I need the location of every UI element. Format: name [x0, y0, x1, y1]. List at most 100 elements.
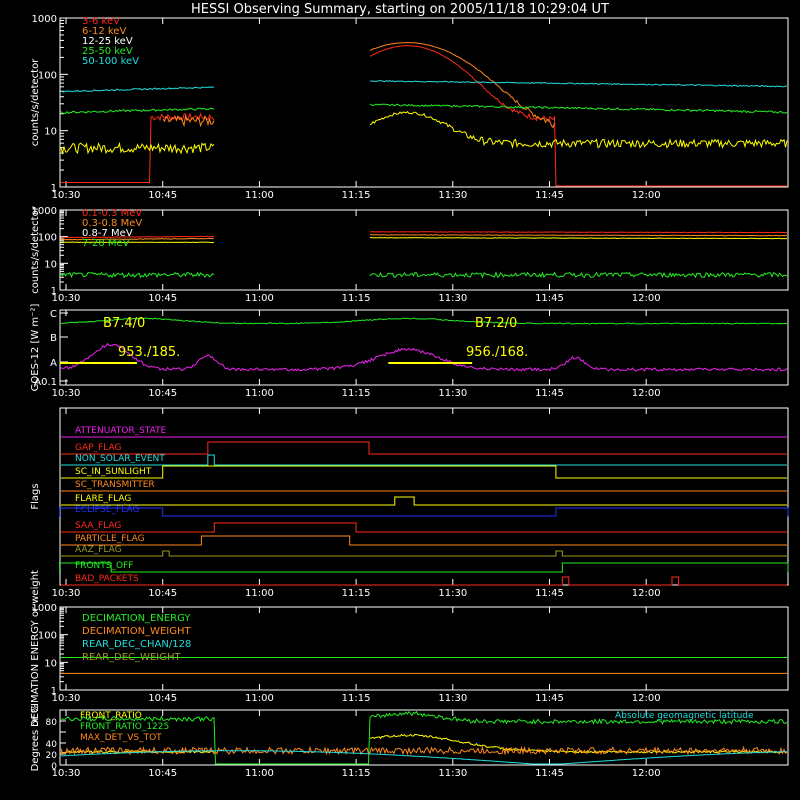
goes-annotation-3: 953./185. — [118, 345, 180, 360]
flag-label-7: SAA_FLAG — [75, 521, 121, 531]
flag-line-6 — [59, 507, 789, 517]
ratios-ytick-label: 80 — [46, 718, 58, 728]
panel1-xtick-label: 11:45 — [535, 190, 564, 201]
panel3-ytick-label: C — [50, 309, 57, 320]
ratios-xtick-label: 10:30 — [52, 768, 81, 779]
series-max-det-vs-tot — [60, 745, 788, 756]
flag-label-11: BAD_PACKETS — [75, 574, 139, 584]
ratios-legend-0: FRONT_RATIO — [80, 711, 142, 721]
goes-annotation-4: 956./168. — [466, 345, 528, 360]
series-goes-long — [60, 317, 788, 325]
ratios-legend-1: FRONT_RATIO_1225 — [80, 722, 169, 732]
series-3-6keV — [61, 45, 787, 187]
goes-annotation-1: B7.4/0 — [103, 316, 145, 331]
decimation-ytick-label: 1 — [51, 686, 57, 697]
panel2-xtick-label: 11:30 — [438, 293, 467, 304]
panel1-ylabel: counts/s/detector — [30, 58, 41, 146]
decimation-frame — [59, 606, 789, 691]
panel2-xtick-label: 10:30 — [52, 293, 81, 304]
series-12-25keV — [60, 111, 788, 155]
flag-line-9 — [61, 550, 787, 557]
series-6-12keV — [162, 42, 555, 129]
panel2-xtick-label: 11:00 — [245, 293, 274, 304]
ratios-xtick-label: 11:45 — [535, 768, 564, 779]
flag-line-10 — [59, 562, 789, 573]
decimation-legend-0: DECIMATION_ENERGY — [82, 613, 191, 624]
flag-line-11 — [61, 576, 787, 586]
decimation-ytick-label: 10 — [44, 658, 57, 669]
flag-label-8: PARTICLE_FLAG — [75, 534, 145, 544]
decimation-legend-1: DECIMATION_WEIGHT — [82, 626, 191, 637]
panel-flags: 10:30 10:45 11:00 11:15 11:30 11:45 12:00 Flags… — [30, 407, 789, 599]
decimation-xtick-label: 11:45 — [535, 693, 564, 704]
goes-annotation-2: B7.2/0 — [475, 316, 517, 331]
flag-line-8 — [61, 535, 787, 546]
panel-panel3: 10:30 10:45 11:00 11:15 11:30 11:45 12:00 GOES-… — [30, 304, 789, 399]
series-25-50keV — [60, 103, 788, 115]
panel1-ytick-label: 10 — [44, 127, 57, 138]
flags-xtick-label: 10:30 — [52, 588, 81, 599]
panel3-xtick-label: 11:00 — [245, 388, 274, 399]
panel2-legend-1: 0.3-0.8 MeV — [82, 218, 142, 229]
panel1-legend-3: 25-50 keV — [82, 46, 133, 57]
flag-label-1: GAP_FLAG — [75, 443, 121, 453]
panel-panel2: 10:30 10:45 11:00 11:15 11:30 11:45 12:00 count… — [30, 205, 789, 304]
panel2-xtick-label: 11:15 — [342, 293, 371, 304]
panel1-frame — [59, 17, 789, 188]
decimation-ytick-label: 1000 — [32, 603, 57, 614]
decimation-xtick-label: 12:00 — [632, 693, 661, 704]
panel1-legend-0: 3-6 keV — [82, 16, 120, 27]
panel2-ytick-label: 1000 — [32, 206, 57, 217]
ratios-xtick-label: 11:15 — [342, 768, 371, 779]
flags-ylabel: Flags — [30, 483, 41, 509]
decimation-legend-2: REAR_DEC_CHAN/128 — [82, 639, 191, 650]
ratios-legend-3: Absolute geomagnetic latitude — [615, 711, 754, 721]
panel3-frame — [59, 309, 789, 386]
page-title: HESSI Observing Summary, starting on 200… — [191, 2, 609, 17]
panel2-xtick-label: 12:00 — [632, 293, 661, 304]
flags-frame — [59, 407, 789, 586]
flags-xtick-label: 11:00 — [245, 588, 274, 599]
ratios-ylabel: Degrees or % — [30, 704, 41, 772]
panel1-xtick-label: 11:15 — [342, 190, 371, 201]
flags-xtick-label: 11:30 — [438, 588, 467, 599]
panel3-xtick-label: 10:45 — [148, 388, 177, 399]
panel2-xtick-label: 11:45 — [535, 293, 564, 304]
flag-line-1 — [61, 441, 787, 455]
ratios-ytick-label: 40 — [46, 740, 58, 750]
panel2-ytick-label: 10 — [44, 259, 57, 270]
panel3-xtick-label: 11:15 — [342, 388, 371, 399]
panel1-ytick-label: 100 — [38, 70, 57, 81]
panel1-xtick-label: 11:30 — [438, 190, 467, 201]
ratios-xtick-label: 11:00 — [245, 768, 274, 779]
panel2-frame — [59, 209, 789, 291]
decimation-legend-3: REAR_DEC_WEIGHT — [82, 652, 181, 663]
panel3-xtick-label: 11:30 — [438, 388, 467, 399]
panel1-legend-4: 50-100 keV — [82, 56, 139, 67]
panel2-ytick-label: 100 — [38, 233, 57, 244]
decimation-xtick-label: 10:45 — [148, 693, 177, 704]
panel3-ytick-label: B — [50, 333, 57, 344]
flags-xtick-label: 11:15 — [342, 588, 371, 599]
panel2-legend-0: 0.1-0.3 MeV — [82, 208, 142, 219]
panel1-legend-1: 6-12 keV — [82, 26, 126, 37]
panel2-ylabel: counts/s/detector — [30, 205, 41, 293]
ratios-xtick-label: 10:45 — [148, 768, 177, 779]
flag-label-4: SC_TRANSMITTER — [75, 480, 155, 490]
panel1-ytick-label: 1000 — [32, 14, 57, 25]
decimation-xtick-label: 11:15 — [342, 693, 371, 704]
series-geomag-latitude — [60, 750, 788, 765]
panel-decimation: 10:30 10:45 11:00 11:15 11:30 11:45 12:00 DECIM… — [30, 570, 789, 727]
decimation-xtick-label: 10:30 — [52, 693, 81, 704]
panel3-xtick-label: 11:45 — [535, 388, 564, 399]
panel3-ytick-label: A0.1 — [34, 377, 57, 388]
flag-line-5 — [61, 496, 787, 506]
flag-label-3: SC_IN_SUNLIGHT — [75, 467, 152, 477]
ratios-xtick-label: 11:30 — [438, 768, 467, 779]
panels: 10:30 10:45 11:00 11:15 11:30 11:45 12:00 count… — [30, 14, 789, 779]
flag-label-2: NON_SOLAR_EVENT — [75, 454, 165, 464]
panel3-xtick-label: 10:30 — [52, 388, 81, 399]
decimation-xtick-label: 11:30 — [438, 693, 467, 704]
decimation-ylabel: DECIMATION ENERGY or weight — [30, 570, 41, 727]
panel2-legend-2: 0.8-7 MeV — [82, 228, 133, 239]
